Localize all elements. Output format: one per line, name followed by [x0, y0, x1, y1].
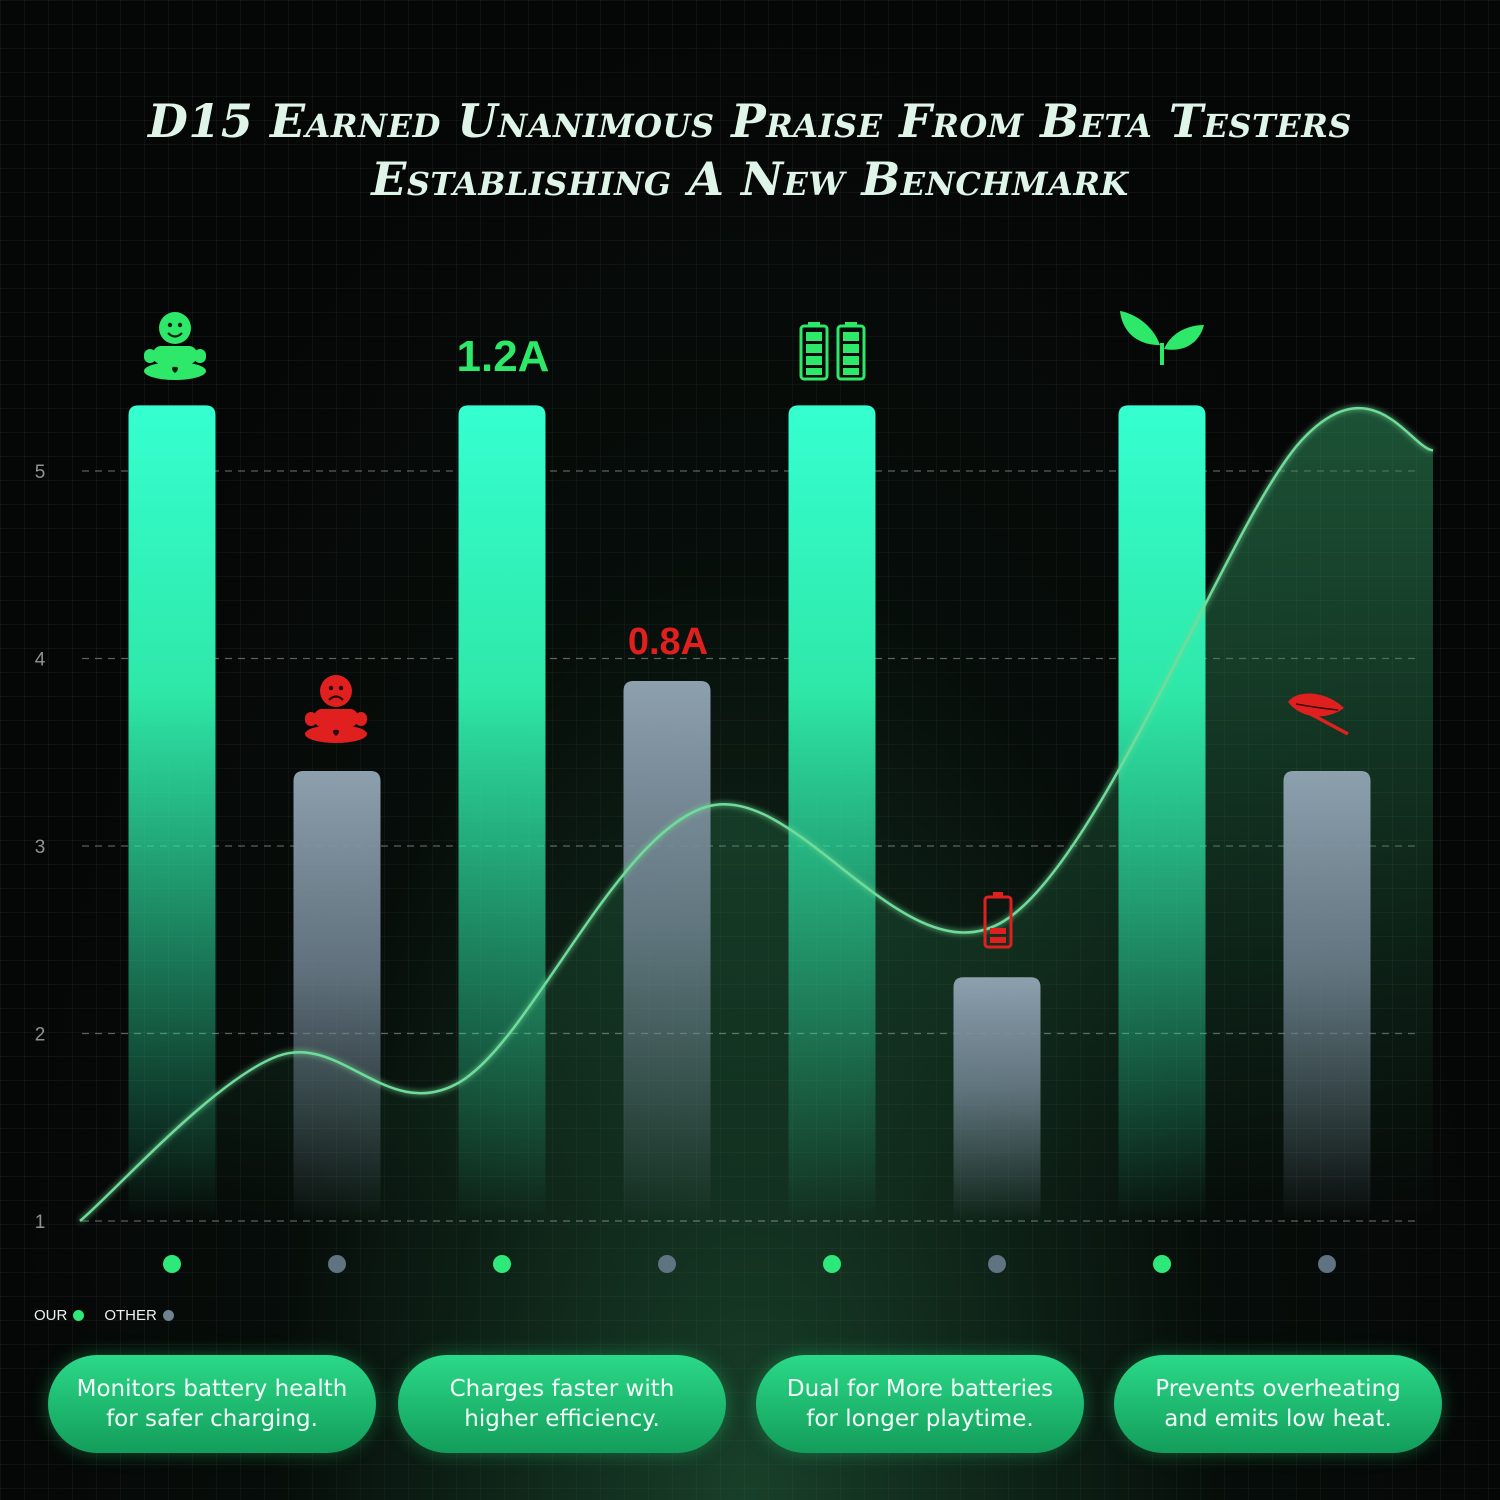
- bar-our: [788, 405, 876, 1221]
- feature-text: for longer playtime.: [806, 1406, 1034, 1432]
- series-dot-our: [1153, 1255, 1171, 1273]
- legend-dot-our: [73, 1310, 85, 1321]
- title-line-1: D15 Earned Unanimous Praise From Beta Te…: [148, 94, 1352, 148]
- chart-legend: OUR OTHER: [34, 1307, 194, 1324]
- feature-text: Prevents overheating: [1155, 1376, 1401, 1402]
- series-dot-our: [163, 1255, 181, 1273]
- legend-item-other: OTHER: [104, 1307, 174, 1324]
- legend-item-our: OUR: [34, 1307, 85, 1324]
- bar-our: [1118, 405, 1206, 1221]
- bar-other: [1283, 771, 1371, 1221]
- series-dot-other: [988, 1255, 1006, 1273]
- y-tick-label: 1: [35, 1212, 46, 1233]
- bar-our: [128, 405, 216, 1221]
- our-current-label: 1.2A: [457, 332, 550, 381]
- series-dot-other: [1318, 1255, 1336, 1273]
- legend-dot-other: [162, 1310, 174, 1321]
- green-leaves-icon: [1120, 311, 1204, 365]
- feature-text: Charges faster with: [449, 1376, 675, 1402]
- feature-pill-charging-speed: Charges faster with higher efficiency.: [398, 1355, 726, 1453]
- bar-other: [623, 681, 711, 1221]
- page-title: D15 Earned Unanimous Praise From Beta Te…: [0, 92, 1500, 208]
- dual-battery-icon: [799, 322, 866, 381]
- feature-text: Monitors battery health: [76, 1376, 348, 1402]
- bar-other: [293, 771, 381, 1221]
- feature-pill-dual-slots: Dual for More batteries for longer playt…: [756, 1355, 1084, 1453]
- happy-baby-icon: [144, 312, 206, 380]
- other-current-label: 0.8A: [628, 621, 708, 663]
- feature-text: higher efficiency.: [464, 1406, 660, 1432]
- feature-text: for safer charging.: [106, 1406, 318, 1432]
- y-tick-label: 2: [35, 1025, 46, 1046]
- y-tick-label: 3: [35, 837, 46, 858]
- feature-text: Dual for More batteries: [786, 1376, 1054, 1402]
- y-tick-label: 5: [35, 462, 46, 483]
- bar-our: [458, 405, 546, 1221]
- feature-pill-battery-health: Monitors battery health for safer chargi…: [48, 1355, 376, 1453]
- feature-text: and emits low heat.: [1164, 1406, 1392, 1432]
- series-dot-other: [658, 1255, 676, 1273]
- feature-pill-low-heat: Prevents overheating and emits low heat.: [1114, 1355, 1442, 1453]
- red-leaf-icon: [1288, 693, 1349, 736]
- y-tick-label: 4: [35, 650, 46, 671]
- trend-area: [80, 408, 1433, 1221]
- title-line-2: Establishing A New Benchmark: [371, 152, 1129, 206]
- series-dot-other: [328, 1255, 346, 1273]
- series-dot-our: [493, 1255, 511, 1273]
- series-dot-our: [823, 1255, 841, 1273]
- low-battery-icon: [983, 892, 1013, 949]
- bar-other: [953, 977, 1041, 1221]
- legend-label-our: OUR: [34, 1307, 68, 1324]
- sad-baby-icon: [305, 675, 367, 743]
- legend-label-other: OTHER: [104, 1307, 157, 1324]
- trend-curve: [79, 406, 1434, 1222]
